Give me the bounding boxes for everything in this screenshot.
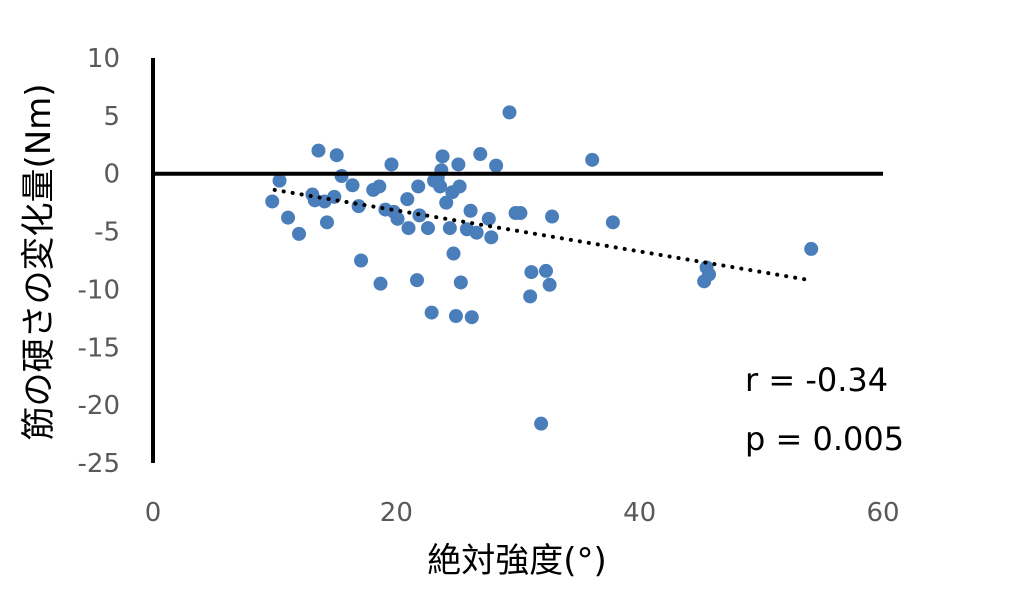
data-point [327,189,342,204]
data-point [433,179,448,194]
data-point [453,275,468,290]
data-point [439,195,454,210]
data-point [435,149,450,164]
data-point [585,152,600,167]
tick-labels-layer: 10 5 0 -5 -10 -15 -20 -25 0 20 40 60 [78,44,900,528]
data-point [390,211,405,226]
data-point [538,263,553,278]
axes-layer [151,58,883,463]
data-point [424,305,439,320]
data-point [401,221,416,236]
data-point [451,157,466,172]
y-axis-title: 筋の硬さの変化量(Nm) [19,83,59,440]
data-point [446,246,461,261]
data-point [272,173,287,188]
data-point [384,157,399,172]
data-point [513,206,528,221]
data-point [452,179,467,194]
data-point [524,265,539,280]
y-tick-label: -10 [78,275,120,305]
data-point [372,179,387,194]
data-point [534,416,549,431]
data-point [804,241,819,256]
data-point [542,277,557,292]
data-point [545,209,560,224]
data-point [523,289,538,304]
points-layer [265,105,819,431]
x-axis-title: 絶対強度(°) [427,541,607,581]
data-point [311,143,326,158]
data-point [464,310,479,325]
y-tick-label: -25 [78,449,120,479]
data-point [702,267,717,282]
data-point [281,210,296,225]
data-point [469,225,484,240]
data-point [442,221,457,236]
data-point [345,178,360,193]
r-value-annotation: r = -0.34 [745,361,888,399]
trendline-layer [272,187,812,283]
trendline [272,187,812,283]
data-point [502,105,517,120]
data-point [400,192,415,207]
data-point [484,230,499,245]
data-point [410,273,425,288]
x-tick-label: 20 [380,498,413,528]
data-point [373,276,388,291]
data-point [489,158,504,173]
data-point [463,203,478,218]
data-point [354,253,369,268]
data-point [319,215,334,230]
y-tick-label: -5 [94,218,120,248]
data-point [420,221,435,236]
y-tick-label: 10 [87,44,120,74]
data-point [292,226,306,241]
data-point [473,147,488,162]
y-tick-label: 0 [103,160,120,190]
y-tick-label: -20 [78,391,120,421]
data-point [448,309,463,324]
x-tick-label: 40 [623,498,656,528]
data-point [265,194,280,209]
data-point [481,211,496,226]
data-point [329,148,344,163]
p-value-annotation: p = 0.005 [745,420,904,458]
data-point [605,215,620,230]
y-tick-label: 5 [103,102,120,132]
data-point [334,169,349,184]
x-tick-label: 60 [866,498,899,528]
data-point [411,179,426,194]
y-tick-label: -15 [78,333,120,363]
x-tick-label: 0 [145,498,162,528]
